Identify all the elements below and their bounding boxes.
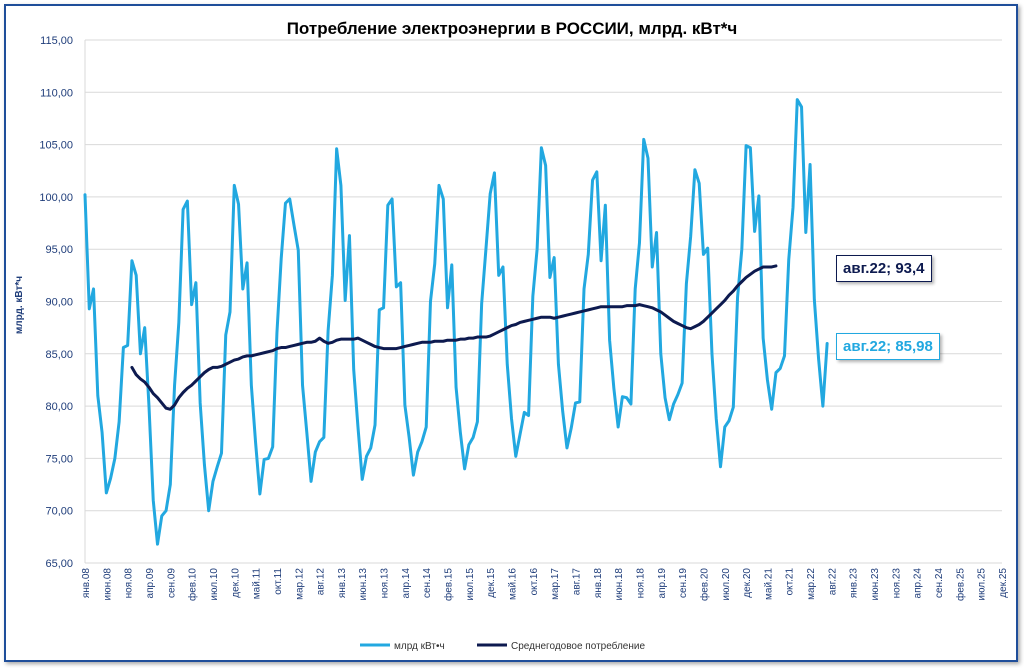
x-tick-label: ноя.23 [891,568,902,599]
x-tick-label: сен.24 [934,568,945,598]
x-tick-label: мар.12 [294,568,305,600]
x-tick-label: фев.10 [187,568,199,601]
x-tick-label: июл.10 [209,568,220,601]
y-axis-ticks: 65,00 70,00 75,00 80,00 85,00 90,00 95,00 100,0… [39,35,73,570]
x-tick-label: янв.23 [849,568,860,599]
y-tick-label: 100,00 [39,192,73,204]
annotation-average: авг.22; 93,4 [836,255,932,282]
y-tick-label: 105,00 [39,140,73,152]
x-tick-label: фев.15 [443,568,455,601]
chart-title: Потребление электроэнергии в РОССИИ, млр… [287,19,738,38]
y-tick-label: 70,00 [45,506,73,518]
gridlines [84,39,1002,564]
x-tick-label: ноя.18 [635,568,646,599]
y-tick-label: 90,00 [45,297,73,309]
x-tick-label: июл.20 [721,568,732,601]
x-tick-label: окт.11 [273,568,284,595]
y-axis-label: млрд. кВт*ч [14,276,25,334]
annotation-consumption: авг.22; 85,98 [836,333,940,360]
legend-label-average: Среднегодовое потребление [511,640,645,652]
y-tick-label: 85,00 [45,349,73,361]
x-tick-label: июн.08 [102,568,113,601]
x-tick-label: июн.13 [358,568,369,601]
x-tick-label: июн.23 [870,568,881,601]
x-tick-label: апр.24 [913,568,924,599]
x-tick-label: май.11 [252,568,263,600]
x-tick-label: июн.18 [614,568,625,601]
x-axis-ticks: янв.08 июн.08 ноя.08 апр.09 сен.09 фев.10 июл.… [81,568,1009,601]
x-tick-label: сен.14 [422,568,433,598]
x-tick-label: фев.25 [954,568,966,601]
y-tick-label: 115,00 [40,35,73,47]
y-tick-label: 110,00 [40,87,73,99]
x-tick-label: янв.08 [81,568,92,599]
x-tick-label: сен.19 [678,568,689,598]
series-line-consumption [83,98,829,546]
series-line-average [130,264,778,411]
x-tick-label: окт.21 [785,568,796,596]
x-tick-label: янв.13 [337,568,348,599]
x-tick-label: авг.12 [316,568,327,596]
x-tick-label: окт.16 [529,568,540,596]
legend: млрд кВт•ч Среднегодовое потребление [360,640,645,652]
y-tick-label: 65,00 [45,558,73,570]
x-tick-label: дек.20 [742,568,753,598]
x-tick-label: мар.17 [550,568,561,600]
legend-label-consumption: млрд кВт•ч [394,641,445,652]
x-tick-label: янв.18 [593,568,604,599]
series-lines [83,98,829,546]
x-tick-label: май.16 [508,568,519,600]
x-tick-label: мар.22 [806,568,817,600]
x-tick-label: дек.15 [486,568,497,598]
x-tick-label: апр.14 [401,568,412,599]
x-tick-label: апр.19 [657,568,668,599]
x-tick-label: фев.20 [698,568,710,601]
x-tick-label: июл.15 [465,568,476,601]
x-tick-label: апр.09 [145,568,156,599]
x-tick-label: авг.17 [571,568,582,596]
y-tick-label: 95,00 [45,244,73,256]
x-tick-label: май.21 [763,568,774,600]
x-tick-label: сен.09 [166,568,177,598]
x-tick-label: дек.10 [230,568,241,598]
y-tick-label: 75,00 [45,453,73,465]
x-tick-label: дек.25 [998,568,1009,598]
y-tick-label: 80,00 [45,401,73,413]
x-tick-label: ноя.08 [124,568,135,599]
x-tick-label: июл.25 [977,568,988,601]
x-tick-label: авг.22 [827,568,838,596]
x-tick-label: ноя.13 [380,568,391,599]
